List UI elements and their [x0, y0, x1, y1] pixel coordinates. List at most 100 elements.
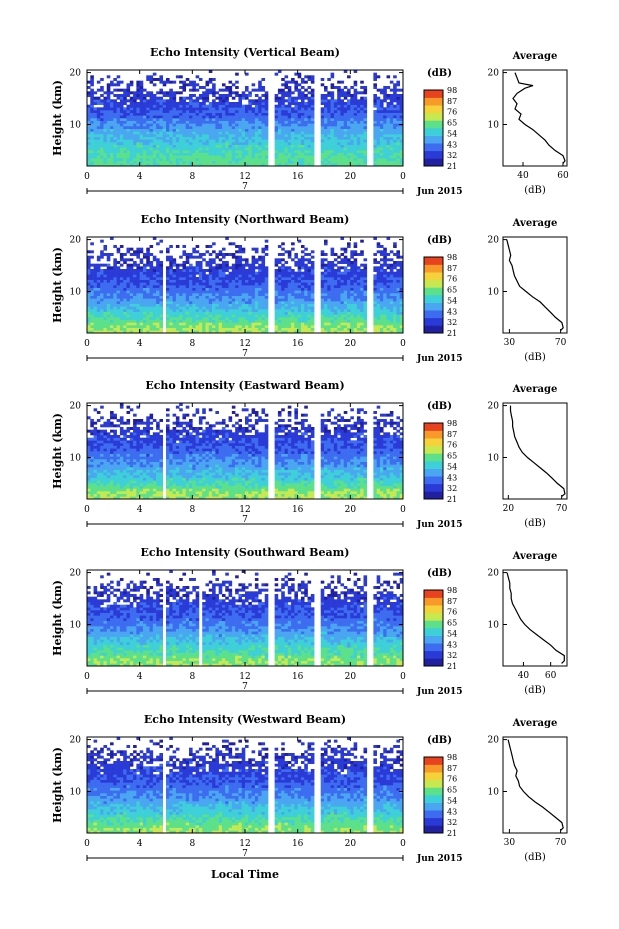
heatmap-cell — [96, 147, 101, 151]
heatmap-cell — [139, 309, 144, 312]
heatmap-cell — [287, 301, 292, 304]
heatmap-cell — [376, 163, 381, 167]
heatmap-cell — [376, 144, 381, 148]
heatmap-cell — [136, 94, 140, 97]
heatmap-cell — [146, 126, 150, 129]
heatmap-cell — [238, 274, 243, 278]
heatmap-cell — [251, 309, 256, 312]
heatmap-cell — [126, 279, 131, 283]
heatmap-cell — [337, 131, 341, 135]
heatmap-cell — [162, 152, 167, 156]
heatmap-cell — [192, 147, 196, 151]
heatmap-cell — [175, 134, 180, 137]
heatmap-cell — [179, 115, 183, 119]
heatmap-cell — [182, 319, 187, 323]
heatmap-cell — [245, 123, 249, 127]
heatmap-cell — [172, 110, 177, 113]
heatmap-cell — [238, 96, 243, 100]
heatmap-cell — [129, 263, 134, 267]
heatmap-cell — [287, 120, 292, 124]
heatmap-cell — [231, 290, 236, 294]
heatmap-cell — [208, 115, 213, 119]
heatmap-cell — [231, 282, 236, 286]
heatmap-cell — [123, 311, 127, 315]
heatmap-cell — [343, 150, 348, 153]
heatmap-cell — [166, 269, 170, 272]
heatmap-cell — [287, 317, 292, 320]
heatmap-cell — [166, 136, 170, 140]
heatmap-cell — [215, 325, 219, 328]
heatmap-cell — [198, 314, 203, 318]
heatmap-cell — [258, 118, 262, 121]
heatmap-cell — [129, 253, 134, 256]
heatmap-cell — [195, 112, 200, 116]
heatmap-cell — [212, 303, 216, 307]
heatmap-cell — [221, 319, 226, 323]
heatmap-cell — [320, 314, 325, 318]
heatmap-cell — [297, 285, 302, 288]
heatmap-cell — [300, 266, 305, 270]
heatmap-cell — [96, 144, 101, 148]
heatmap-cell — [96, 325, 101, 328]
heatmap-cell — [185, 136, 190, 140]
heatmap-cell — [251, 327, 256, 331]
heatmap-cell — [159, 279, 164, 283]
heatmap-cell — [175, 144, 180, 148]
heatmap-cell — [96, 271, 101, 275]
heatmap-cell — [221, 163, 226, 167]
heatmap-cell — [126, 99, 131, 103]
heatmap-cell — [258, 147, 262, 151]
heatmap-cell — [192, 94, 196, 97]
heatmap-cell — [136, 152, 140, 156]
heatmap-cell — [350, 99, 354, 103]
heatmap-cell — [291, 325, 295, 328]
heatmap-cell — [340, 88, 345, 92]
heatmap-cell — [166, 295, 170, 299]
heatmap-cell — [195, 83, 200, 87]
heatmap-cell — [333, 107, 338, 111]
heatmap-cell — [310, 325, 315, 328]
heatmap-cell — [139, 325, 144, 328]
heatmap-cell — [136, 317, 140, 320]
heatmap-cell — [248, 271, 252, 275]
heatmap-cell — [320, 110, 325, 113]
heatmap-cell — [360, 134, 364, 137]
heatmap-cell — [169, 319, 173, 323]
heatmap-cell — [274, 118, 279, 121]
heatmap-cell — [119, 301, 124, 304]
heatmap-cell — [310, 118, 315, 121]
heatmap-cell — [172, 293, 177, 296]
heatmap-cell — [281, 247, 285, 251]
heatmap-cell — [297, 258, 302, 262]
heatmap-cell — [261, 298, 266, 302]
heatmap-cell — [218, 128, 223, 132]
heatmap-cell — [208, 147, 213, 151]
heatmap-cell — [182, 131, 187, 135]
heatmap-cell — [90, 295, 94, 299]
heatmap-cell — [146, 319, 150, 323]
heatmap-cell — [291, 327, 295, 331]
heatmap-cell — [231, 301, 236, 304]
heatmap-cell — [162, 136, 167, 140]
heatmap-cell — [169, 261, 173, 264]
heatmap-cell — [294, 322, 298, 326]
heatmap-cell — [198, 301, 203, 304]
heatmap-cell — [175, 91, 180, 95]
heatmap-cell — [123, 107, 127, 111]
heatmap-cell — [93, 128, 98, 132]
heatmap-cell — [169, 258, 173, 262]
heatmap-cell — [327, 118, 331, 121]
heatmap-cell — [212, 290, 216, 294]
heatmap-cell — [340, 94, 345, 97]
heatmap-cell — [175, 277, 180, 280]
heatmap-cell — [340, 139, 345, 143]
heatmap-cell — [343, 325, 348, 328]
heatmap-cell — [208, 277, 213, 280]
heatmap-cell — [205, 88, 210, 92]
heatmap-cell — [93, 298, 98, 302]
heatmap-cell — [373, 290, 377, 294]
heatmap-cell — [291, 247, 295, 251]
heatmap-cell — [360, 99, 364, 103]
heatmap-cell — [189, 322, 193, 326]
heatmap-cell — [324, 282, 328, 286]
